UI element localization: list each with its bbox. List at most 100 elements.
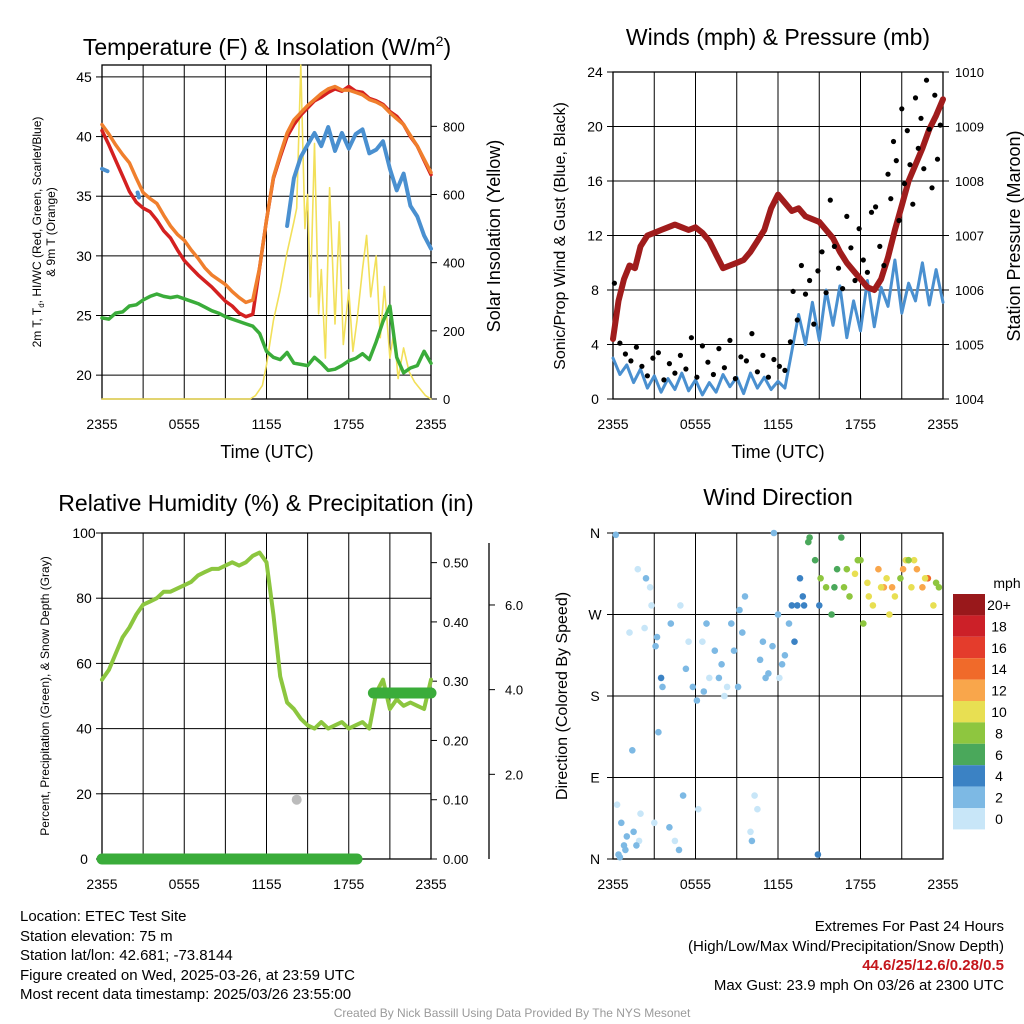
- y2-tick-label: 1004: [955, 392, 984, 407]
- gust-point: [932, 92, 938, 98]
- y2-tick-label: 0.30: [443, 674, 468, 689]
- gust-point: [848, 245, 854, 251]
- gust-point: [727, 337, 733, 343]
- wind-direction-by-speed-point: [794, 602, 801, 609]
- wind-direction-by-speed-point: [675, 846, 683, 854]
- y2-tick-label: 0.50: [443, 556, 468, 571]
- gust-point: [787, 339, 794, 345]
- y-tick-label: W: [588, 607, 602, 623]
- wind-direction-by-speed-point: [785, 620, 793, 627]
- gust-point: [716, 346, 722, 352]
- wind-direction-by-speed-point: [677, 602, 684, 609]
- wind-direction-by-speed-point: [671, 837, 679, 845]
- wind-direction-by-speed-point: [869, 602, 877, 609]
- wind-direction-by-speed-point: [846, 593, 853, 600]
- gust-point: [644, 373, 651, 379]
- y2-tick-label: 200: [443, 324, 465, 339]
- y2-tick-label: 400: [443, 256, 465, 271]
- winds-panel-title: Winds (mph) & Pressure (mb): [626, 24, 930, 50]
- y-tick-label: 0: [591, 391, 599, 407]
- y2-tick-label: 0.00: [443, 852, 468, 867]
- y3-tick-label: 4.0: [505, 683, 523, 698]
- wind-direction-by-speed-point: [816, 602, 823, 609]
- gust-point: [776, 363, 783, 369]
- gust-point: [815, 268, 821, 274]
- gust-point: [910, 201, 916, 207]
- station-latlon: Station lat/lon: 42.681; -73.8144: [20, 947, 233, 965]
- gust-point: [633, 344, 640, 350]
- direction-left-axis-label: Direction (Colored By Speed): [554, 592, 571, 800]
- wind-direction-by-speed-point: [622, 846, 629, 854]
- gust-point: [923, 77, 930, 83]
- wind-direction-by-speed-point: [634, 565, 642, 573]
- y-tick-label: 12: [587, 228, 603, 244]
- gust-point: [802, 291, 809, 297]
- wind-direction-by-speed-point: [751, 792, 758, 799]
- y-tick-label: 0: [80, 851, 88, 867]
- gust-point: [934, 156, 941, 162]
- wind-direction-by-speed-point: [799, 593, 807, 600]
- gust-point: [782, 367, 788, 373]
- legend-swatch: [953, 658, 985, 680]
- legend-swatch: [953, 765, 985, 787]
- wind-direction-by-speed-point: [908, 584, 915, 591]
- temperature-x-axis-label: Time (UTC): [220, 442, 313, 462]
- gust-point: [844, 213, 850, 219]
- y-tick-label: 45: [76, 69, 92, 85]
- gust-point: [738, 354, 744, 360]
- wind-direction-by-speed-point: [875, 565, 882, 573]
- wind-direction-by-speed-point: [728, 620, 735, 627]
- gust-point: [819, 249, 825, 255]
- gust-point: [760, 352, 766, 358]
- wind-direction-by-speed-point: [618, 819, 625, 827]
- gust-point: [721, 365, 728, 371]
- wind-direction-by-speed-point: [814, 851, 822, 858]
- legend-swatch: [953, 743, 985, 766]
- y-tick-label: 30: [76, 248, 92, 264]
- wind-direction-by-speed-point: [682, 665, 690, 673]
- y2-tick-label: 1008: [955, 174, 984, 189]
- winds-right-axis-label: Station Pressure (Maroon): [1004, 130, 1024, 341]
- gust-point: [666, 361, 673, 367]
- gust-point: [798, 262, 805, 269]
- wind-direction-by-speed-point: [877, 584, 885, 591]
- x-tick-label: 2355: [927, 876, 958, 892]
- wind-direction-by-speed-point: [626, 629, 633, 636]
- wind-direction-by-speed-point: [833, 565, 841, 573]
- gust-point: [893, 158, 899, 164]
- wind-direction-by-speed-point: [653, 633, 661, 641]
- wind-direction-by-speed-point: [865, 593, 873, 600]
- gust-point: [873, 204, 879, 210]
- temperature-left-axis-label: 2m T, Td, HI/WC (Red, Green, Scarlet/Blu…: [30, 117, 46, 348]
- most-recent-data: Most recent data timestamp: 2025/03/26 2…: [20, 986, 352, 1004]
- gust-point: [827, 197, 833, 203]
- gust-point: [639, 363, 645, 369]
- wind-direction-by-speed-point: [623, 833, 631, 840]
- temperature-left-axis-label-2: & 9m T (Orange): [44, 187, 58, 277]
- wind-direction-by-speed-point: [888, 584, 896, 591]
- wind-direction-by-speed-point: [817, 575, 824, 582]
- wind-direction-by-speed-point: [655, 728, 662, 736]
- y2-tick-label: 1007: [955, 229, 984, 244]
- legend-label: 16: [991, 640, 1007, 656]
- gust-point: [901, 181, 908, 187]
- legend-swatch: [953, 701, 985, 723]
- y-tick-label: N: [590, 851, 600, 867]
- legend-swatch: [953, 722, 985, 744]
- wind-direction-by-speed-point: [791, 638, 798, 645]
- wind-direction-by-speed-point: [930, 602, 937, 609]
- gust-point: [835, 265, 842, 271]
- wind-direction-by-speed-point: [822, 584, 830, 591]
- gust-point: [743, 358, 750, 364]
- x-tick-label: 0555: [680, 416, 711, 432]
- wind-direction-by-speed-point: [703, 620, 710, 627]
- wind-direction-by-speed-point: [736, 606, 743, 614]
- extremes-info: Extremes For Past 24 Hours (High/Low/Max…: [688, 917, 1004, 995]
- gust-point: [661, 377, 667, 383]
- legend-swatch: [953, 594, 985, 616]
- gust-point: [926, 126, 932, 132]
- temperature-panel-title: Temperature (F) & Insolation (W/m2): [83, 33, 451, 60]
- wind-direction-by-speed-point: [831, 584, 838, 591]
- wind-direction-by-speed-point: [774, 611, 782, 618]
- wind-direction-by-speed-point: [648, 602, 655, 609]
